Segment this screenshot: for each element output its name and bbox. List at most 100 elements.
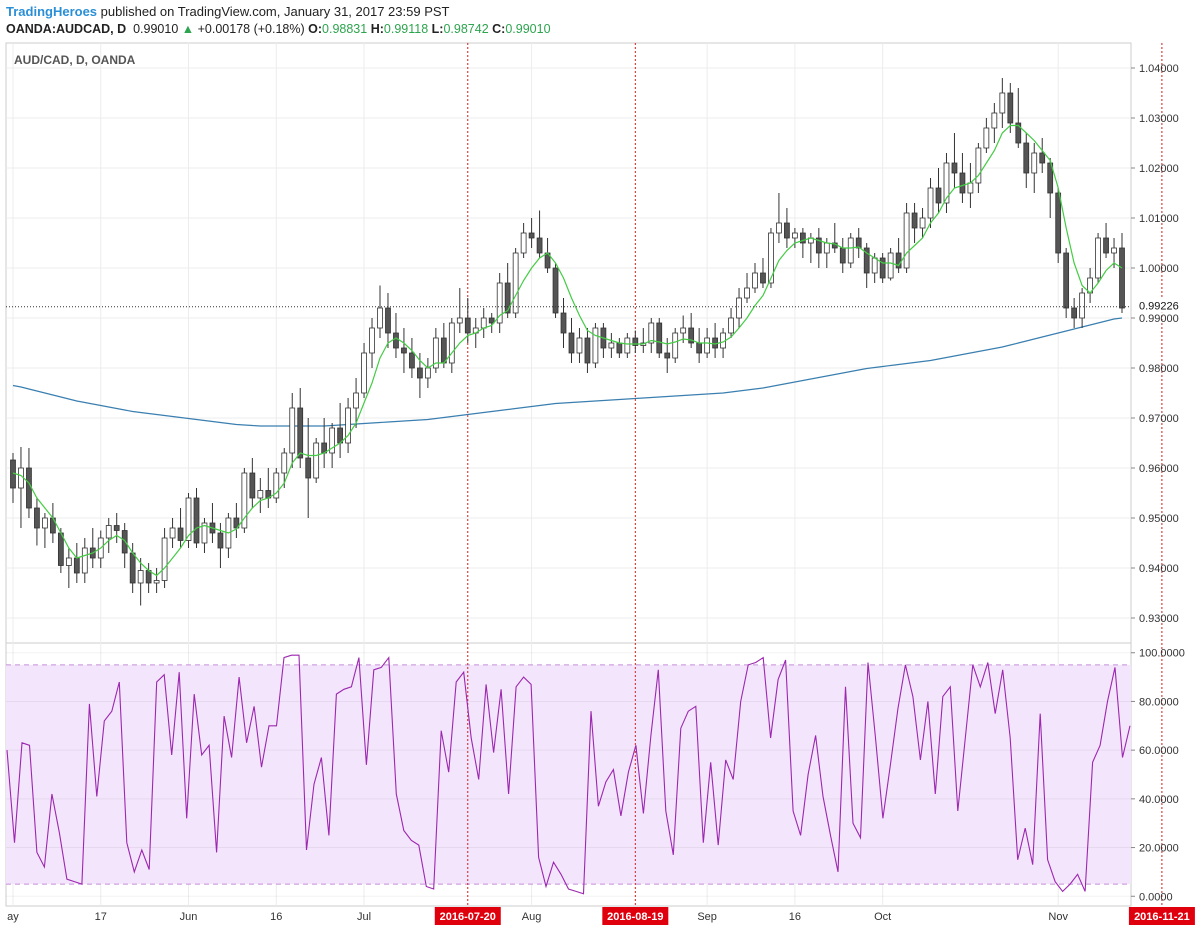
candle [1119, 233, 1125, 313]
candle-body [241, 472, 248, 529]
price-tick-label: 0.99000 [1139, 313, 1179, 325]
candle-body [425, 367, 431, 379]
candle-body [696, 342, 703, 354]
price-axis[interactable]: 0.93000 0.94000 0.95000 0.96000 0.97000 0.980… [1131, 63, 1195, 625]
candle-body [81, 547, 88, 574]
candle-body [823, 242, 830, 254]
price-pane[interactable] [5, 42, 1132, 644]
candle-body [959, 172, 966, 194]
candle-body [377, 307, 383, 329]
candle-body [169, 527, 176, 539]
candle [385, 293, 391, 348]
candle [895, 238, 902, 273]
candle-body [568, 332, 575, 354]
candle-body [129, 552, 136, 584]
candle [1047, 158, 1054, 218]
candle [512, 248, 519, 318]
candle [1031, 143, 1038, 193]
candle [137, 558, 144, 606]
symbol-info-bar: OANDA:AUDCAD, D 0.99010 ▲ +0.00178 (+0.1… [6, 22, 551, 36]
candle-body [608, 342, 615, 349]
current-price-badge [1133, 298, 1195, 313]
candle [943, 153, 950, 213]
candle [536, 210, 543, 258]
candle [1015, 88, 1022, 148]
candle-body [760, 272, 766, 284]
candle-body [18, 467, 24, 489]
candle-body [616, 342, 623, 354]
candle [863, 243, 870, 288]
symbol-label[interactable]: OANDA:AUDCAD, D [6, 22, 127, 36]
chart-area[interactable]: 0.93000 0.94000 0.95000 0.96000 0.97000 0.980… [0, 40, 1196, 931]
candle-body [975, 147, 982, 184]
candle-body [528, 232, 535, 239]
oscillator-tick-label: 100.0000 [1139, 648, 1185, 660]
candle [560, 298, 567, 348]
oscillator-tick-label: 60.0000 [1139, 745, 1179, 757]
oscillator-grid [6, 643, 1131, 906]
candle-body [680, 327, 687, 334]
candle-body [353, 392, 359, 409]
candle-body [393, 332, 399, 349]
candle [393, 313, 399, 358]
time-tick-label: Jul [357, 911, 371, 923]
candle-body [73, 557, 80, 574]
candle-body [1095, 237, 1101, 279]
candle-body [983, 127, 990, 149]
candle-body [624, 337, 631, 354]
time-axis[interactable]: ay 17 Jun 16 Jul Aug Sep 16 Oct Nov 2016-07-20 2016… [7, 907, 1195, 925]
candle-body [895, 252, 902, 269]
candle [728, 308, 734, 338]
candle-body [871, 257, 878, 274]
candle-body [105, 525, 112, 539]
candle-body [137, 570, 144, 584]
price-tick-label: 1.04000 [1139, 63, 1179, 75]
candle-body [42, 517, 48, 529]
candle-body [927, 187, 934, 219]
marker-date-label: 2016-11-21 [1134, 911, 1190, 923]
price-tick-label: 1.00000 [1139, 263, 1179, 275]
candle-body [217, 532, 224, 549]
publisher-link[interactable]: TradingHeroes [6, 4, 98, 19]
candle-body [1111, 247, 1117, 254]
candle [1095, 233, 1101, 283]
candle-body [728, 317, 734, 334]
candle [1103, 223, 1109, 258]
marker-date-badge [1128, 907, 1195, 925]
price-tick-label: 1.02000 [1139, 163, 1179, 175]
candle-body [592, 327, 599, 364]
time-tick-label: Aug [522, 911, 542, 923]
fast-ma-line [12, 124, 1123, 577]
candle-body [201, 522, 208, 544]
candle [42, 513, 48, 548]
candle-body [656, 322, 663, 354]
candle [903, 203, 910, 273]
candle [297, 388, 304, 468]
price-tick-label: 0.95000 [1139, 513, 1179, 525]
candle [592, 323, 599, 368]
candle-body [903, 212, 910, 269]
candle [975, 143, 982, 193]
candle [504, 263, 511, 318]
oscillator-axis[interactable]: 0.0000 20.0000 40.0000 60.0000 80.0000 100.00… [1131, 648, 1185, 904]
candle [241, 468, 248, 533]
candle [1023, 133, 1030, 188]
candle-body [1055, 192, 1062, 254]
candle [999, 78, 1006, 128]
time-tick-label: Oct [874, 911, 891, 923]
candle-body [496, 282, 503, 324]
candle-body [297, 407, 304, 459]
candle-body [552, 267, 559, 314]
open-value: 0.98831 [322, 22, 368, 36]
candle-body [935, 187, 942, 204]
marker-date-badge [434, 907, 501, 925]
candle [281, 448, 288, 488]
candle [855, 228, 862, 258]
candle-body [193, 497, 200, 544]
candle [1079, 288, 1085, 328]
candle [313, 438, 320, 483]
candle-body [1007, 92, 1014, 124]
candlesticks[interactable] [10, 78, 1125, 606]
candle-body [121, 530, 128, 554]
candle-body [664, 352, 671, 359]
